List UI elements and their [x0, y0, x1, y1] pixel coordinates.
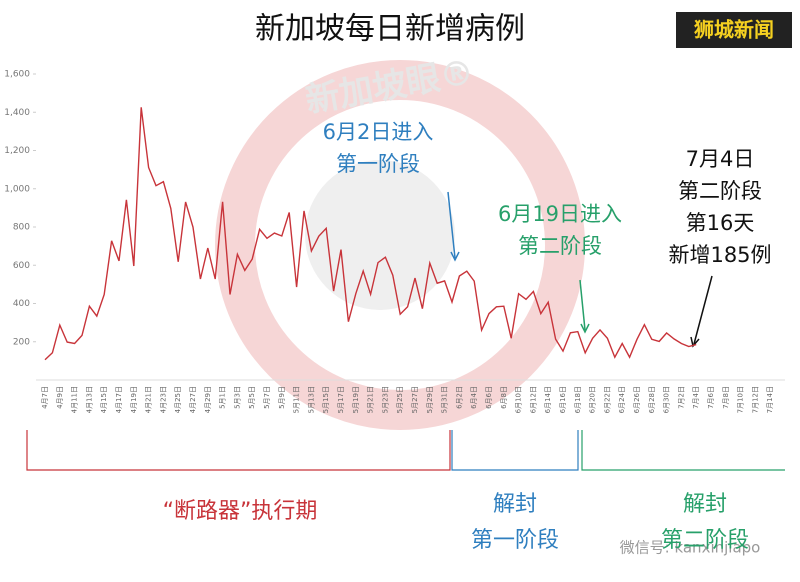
- watermark-ring: [215, 60, 585, 430]
- annotation: 6月2日进入: [323, 120, 434, 144]
- x-tick-label: 5月29日: [426, 386, 434, 413]
- x-tick-label: 5月27日: [411, 386, 419, 413]
- arrow: [693, 275, 713, 345]
- x-tick-label: 4月21日: [145, 386, 153, 413]
- phase-bracket: [581, 430, 785, 471]
- arrow-head: [580, 323, 590, 334]
- x-tick-label: 4月11日: [71, 386, 79, 413]
- phase-label: 解封: [683, 492, 727, 517]
- x-tick-label: 5月13日: [307, 386, 315, 413]
- x-tick-label: 7月10日: [737, 386, 745, 413]
- x-tick-label: 4月13日: [85, 386, 93, 413]
- y-tick-label: 600: [13, 261, 30, 271]
- x-tick-label: 4月29日: [204, 386, 212, 413]
- x-tick-label: 7月14日: [766, 386, 774, 413]
- x-tick-label: 5月9日: [278, 386, 286, 409]
- annotation: 7月4日: [686, 147, 755, 171]
- x-tick-label: 7月8日: [722, 386, 730, 409]
- annotation: 第二阶段: [518, 234, 602, 258]
- arrow-head: [450, 251, 460, 262]
- x-tick-label: 5月25日: [396, 386, 404, 413]
- x-tick-label: 5月5日: [248, 386, 256, 409]
- y-tick-label: 400: [13, 299, 30, 309]
- x-tick-label: 5月19日: [352, 386, 360, 413]
- x-tick-label: 5月7日: [263, 386, 271, 409]
- y-tick-label: 1,000: [4, 184, 30, 194]
- x-tick-label: 6月22日: [603, 386, 611, 413]
- annotation: 第16天: [686, 211, 755, 235]
- x-tick-label: 4月17日: [115, 386, 123, 413]
- arrow: [579, 279, 586, 331]
- annotation: 第二阶段: [678, 179, 762, 203]
- x-tick-label: 6月24日: [618, 386, 626, 413]
- x-tick-label: 4月23日: [159, 386, 167, 413]
- x-tick-label: 7月6日: [707, 386, 715, 409]
- phase-label: 第二阶段: [661, 528, 749, 553]
- phase-label: 解封: [493, 492, 537, 517]
- x-tick-label: 6月10日: [515, 386, 523, 413]
- phase-bracket: [451, 430, 579, 471]
- y-tick-label: 1,200: [4, 146, 30, 156]
- x-tick-label: 6月28日: [648, 386, 656, 413]
- x-tick-label: 4月7日: [41, 386, 49, 409]
- x-tick-label: 6月4日: [470, 386, 478, 409]
- x-tick-label: 6月8日: [500, 386, 508, 409]
- x-tick-label: 6月18日: [574, 386, 582, 413]
- x-tick-label: 6月6日: [485, 386, 493, 409]
- chart-title: 新加坡每日新增病例: [255, 12, 525, 47]
- annotation: 6月19日进入: [498, 202, 622, 226]
- phase-bracket: [26, 430, 451, 471]
- logo-box: [676, 12, 792, 48]
- watermark-center: [305, 160, 455, 310]
- x-tick-label: 7月4日: [692, 386, 700, 409]
- x-tick-label: 7月12日: [751, 386, 759, 413]
- phase-label: 第一阶段: [471, 528, 559, 553]
- x-tick-label: 4月19日: [130, 386, 138, 413]
- data-line: [44, 107, 697, 361]
- annotation: 第一阶段: [336, 152, 420, 176]
- x-tick-label: 6月20日: [589, 386, 597, 413]
- x-tick-label: 6月26日: [633, 386, 641, 413]
- annotation: 新增185例: [668, 243, 771, 267]
- logo: 狮城新闻: [694, 18, 774, 42]
- x-tick-label: 5月11日: [293, 386, 301, 413]
- x-tick-label: 5月21日: [367, 386, 375, 413]
- y-tick-label: 200: [13, 337, 30, 347]
- x-tick-label: 5月17日: [337, 386, 345, 413]
- x-tick-label: 5月3日: [233, 386, 241, 409]
- x-tick-label: 5月1日: [219, 386, 227, 409]
- x-tick-label: 4月25日: [174, 386, 182, 413]
- x-tick-label: 6月14日: [544, 386, 552, 413]
- arrow: [447, 191, 456, 259]
- credit: 微信号: kanxinjiapo: [620, 539, 761, 557]
- phase-label: “断路器”执行期: [163, 499, 318, 524]
- y-tick-label: 1,400: [4, 108, 30, 118]
- x-tick-label: 5月15日: [322, 386, 330, 413]
- x-tick-label: 4月15日: [100, 386, 108, 413]
- x-tick-label: 7月2日: [677, 386, 685, 409]
- y-tick-label: 1,600: [4, 70, 30, 80]
- x-tick-label: 6月12日: [529, 386, 537, 413]
- x-tick-label: 5月23日: [381, 386, 389, 413]
- x-tick-label: 6月16日: [559, 386, 567, 413]
- x-tick-label: 6月30日: [663, 386, 671, 413]
- x-tick-label: 5月31日: [441, 386, 449, 413]
- x-tick-label: 4月27日: [189, 386, 197, 413]
- x-tick-label: 6月2日: [455, 386, 463, 409]
- y-tick-label: 800: [13, 223, 30, 233]
- x-tick-label: 4月9日: [56, 386, 64, 409]
